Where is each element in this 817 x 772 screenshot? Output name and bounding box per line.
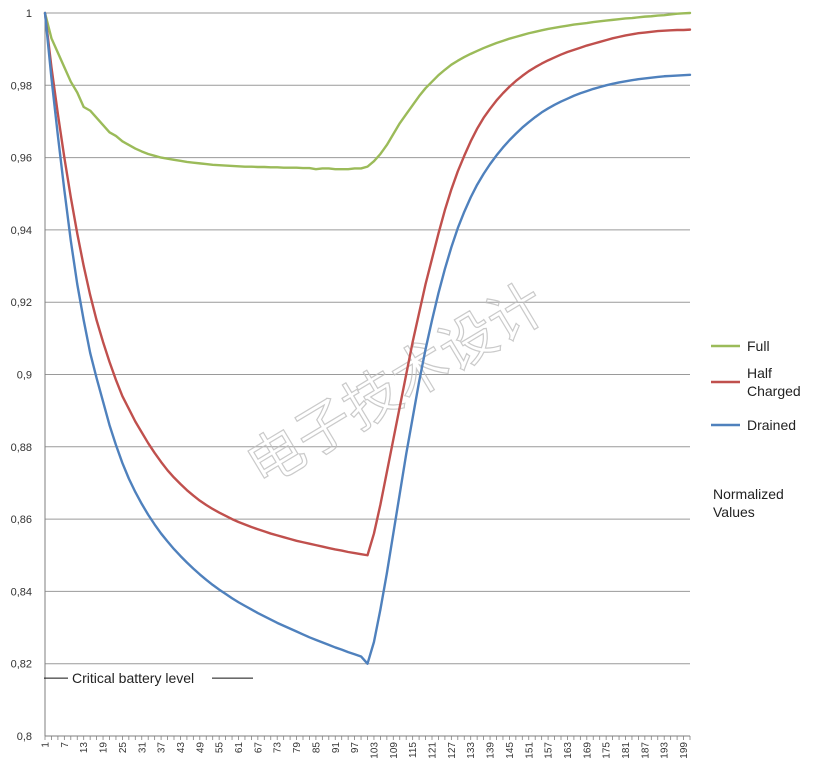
x-tick-label: 139 <box>486 742 497 759</box>
x-tick-label: 13 <box>79 742 90 754</box>
y-tick-label: 0,96 <box>11 153 32 165</box>
x-tick-label: 91 <box>331 742 342 754</box>
legend-label: Charged <box>747 383 801 399</box>
y-tick-label: 0,92 <box>11 297 32 309</box>
legend-label: Drained <box>747 417 796 433</box>
x-tick-label: 193 <box>660 742 671 759</box>
x-tick-label: 163 <box>563 742 574 759</box>
y-tick-label: 0,84 <box>11 586 32 598</box>
critical-level-label: Critical battery level <box>72 670 194 686</box>
y-tick-label: 0,82 <box>11 659 32 671</box>
y-axis: 1 0,98 0,96 0,94 0,92 0,9 0,88 0,86 0,84 0,82 0,8 <box>11 8 46 743</box>
x-tick-label: 1 <box>41 742 52 748</box>
x-tick-label: 109 <box>389 742 400 759</box>
x-tick-label: 151 <box>524 742 535 759</box>
x-tick-label: 127 <box>447 742 458 759</box>
series-lines <box>43 11 692 665</box>
y-tick-label: 0,94 <box>11 225 32 237</box>
legend-label: Half <box>747 365 772 381</box>
x-tick-label: 199 <box>679 742 690 759</box>
x-tick-label: 157 <box>544 742 555 759</box>
critical-level-annotation: Critical battery level <box>44 670 253 686</box>
x-tick-label: 49 <box>195 742 206 754</box>
series-line-drained <box>43 11 692 665</box>
x-tick-label: 25 <box>118 742 129 754</box>
x-tick-label: 31 <box>137 742 148 754</box>
x-tick-label: 103 <box>369 742 380 759</box>
x-tick-label: 67 <box>253 742 264 754</box>
x-tick-label: 7 <box>60 742 71 748</box>
x-tick-label: 37 <box>157 742 168 754</box>
legend-note: Normalized Values <box>713 486 784 520</box>
x-tick-label: 175 <box>602 742 613 759</box>
x-tick-label: 121 <box>428 742 439 759</box>
x-tick-label: 55 <box>215 742 226 754</box>
x-tick-label: 169 <box>582 742 593 759</box>
x-tick-label: 61 <box>234 742 245 754</box>
legend-note-line: Normalized <box>713 486 784 502</box>
legend-label: Full <box>747 338 770 354</box>
x-tick-label: 79 <box>292 742 303 754</box>
x-tick-label: 187 <box>640 742 651 759</box>
legend-note-line: Values <box>713 504 755 520</box>
y-tick-label: 0,9 <box>17 370 32 382</box>
legend: Full Half Charged Drained <box>711 338 801 433</box>
y-tick-label: 0,8 <box>17 731 32 743</box>
x-tick-label: 97 <box>350 742 361 754</box>
y-tick-label: 0,88 <box>11 442 32 454</box>
x-tick-label: 43 <box>176 742 187 754</box>
x-tick-label: 19 <box>99 742 110 754</box>
y-tick-label: 0,98 <box>11 80 32 92</box>
x-tick-label: 85 <box>311 742 322 754</box>
y-tick-label: 0,86 <box>11 514 32 526</box>
x-tick-label: 181 <box>621 742 632 759</box>
y-tick-label: 1 <box>26 8 32 20</box>
x-tick-label: 133 <box>466 742 477 759</box>
series-line-half-charged <box>43 11 692 557</box>
x-axis: 1 7 13 19 25 31 37 43 49 55 61 67 73 79 85 91 97 103 109 11… <box>41 735 691 759</box>
x-tick-label: 73 <box>273 742 284 754</box>
x-tick-label: 115 <box>408 742 419 758</box>
series-line-full <box>43 11 692 171</box>
x-tick-label: 145 <box>505 742 516 759</box>
